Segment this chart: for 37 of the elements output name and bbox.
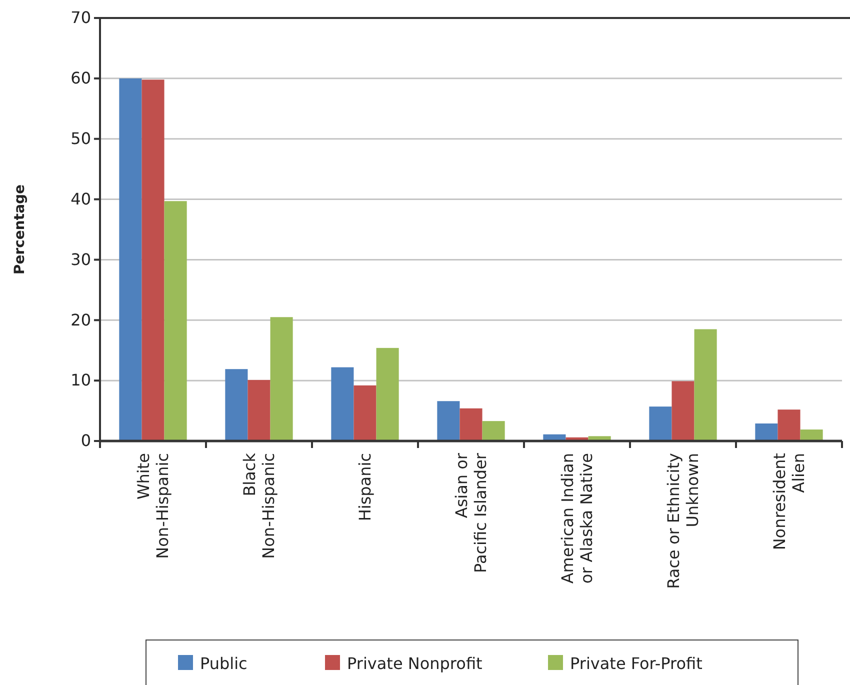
bar bbox=[142, 80, 164, 441]
bar bbox=[437, 401, 460, 441]
bar bbox=[376, 348, 399, 441]
bar bbox=[672, 381, 694, 441]
y-tick-label: 50 bbox=[70, 128, 91, 148]
legend-label: Public bbox=[200, 654, 248, 673]
bar bbox=[225, 369, 248, 441]
bar bbox=[778, 410, 800, 441]
x-tick-label: American Indian or Alaska Native bbox=[558, 453, 596, 584]
y-tick-label: 10 bbox=[70, 370, 91, 390]
x-tick-label: Hispanic bbox=[356, 453, 375, 522]
x-tick-label: White Non-Hispanic bbox=[134, 453, 172, 559]
bar bbox=[482, 421, 505, 441]
y-tick-label: 0 bbox=[80, 431, 91, 450]
y-tick-label: 30 bbox=[70, 250, 91, 269]
bar bbox=[755, 423, 778, 441]
bar bbox=[649, 406, 672, 441]
x-tick-label: Nonresident Alien bbox=[770, 453, 808, 550]
bar bbox=[694, 329, 717, 441]
y-tick-label: 20 bbox=[70, 310, 91, 330]
x-tick-label: Race or Ethnicity Unknown bbox=[664, 453, 702, 589]
y-tick-label: 60 bbox=[70, 68, 91, 88]
bar bbox=[164, 201, 187, 441]
x-tick-label: Asian or Pacific Islander bbox=[452, 452, 490, 573]
y-axis-title: Percentage bbox=[12, 184, 28, 275]
bar bbox=[119, 78, 142, 441]
legend-label: Private Nonprofit bbox=[347, 654, 482, 673]
bar bbox=[331, 367, 354, 441]
bar bbox=[800, 430, 823, 441]
legend-label: Private For-Profit bbox=[570, 654, 702, 673]
bar bbox=[270, 317, 293, 441]
bar bbox=[460, 408, 482, 441]
bar bbox=[354, 385, 376, 441]
bar bbox=[248, 380, 270, 441]
x-tick-label: Black Non-Hispanic bbox=[240, 452, 278, 559]
y-tick-label: 70 bbox=[70, 8, 91, 28]
y-tick-label: 40 bbox=[70, 189, 91, 208]
